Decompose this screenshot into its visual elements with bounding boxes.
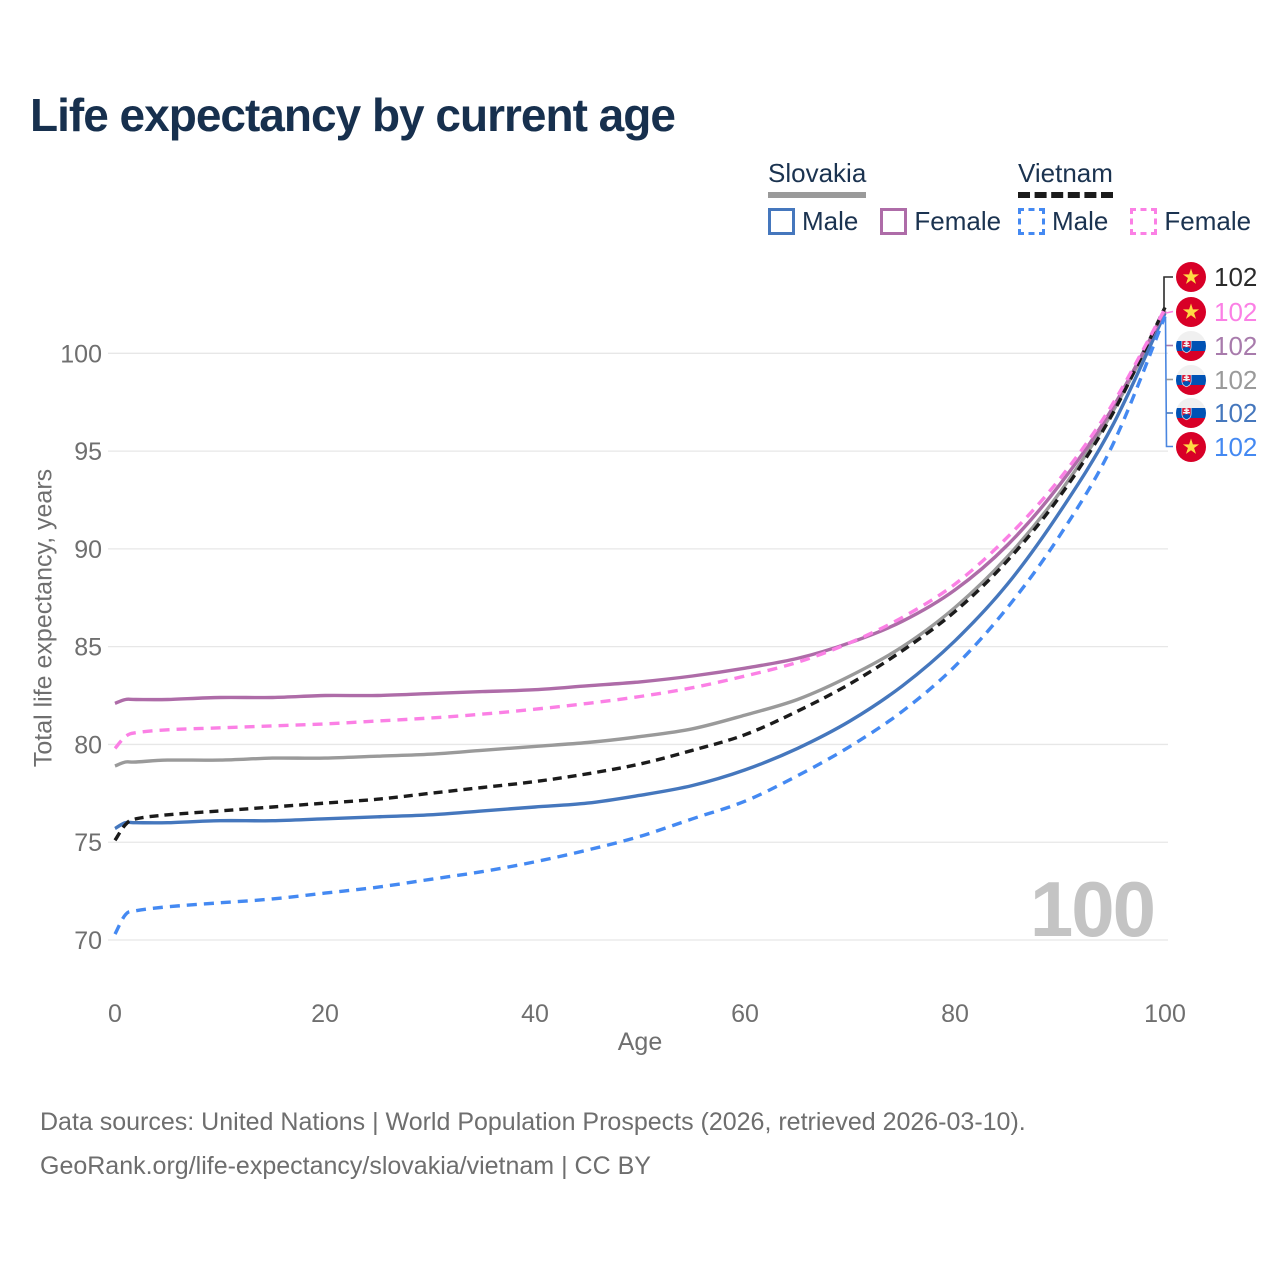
vietnam-flag-icon (1176, 296, 1206, 327)
vietnam-flag-icon (1176, 431, 1206, 462)
series-line-slovakia-female (114, 309, 1167, 705)
end-label-row-slovakia-female: 102 (1176, 330, 1258, 361)
legend-group-slovakia: Slovakia Male Female (768, 159, 1001, 237)
slovakia-flag-icon (1176, 364, 1206, 395)
x-tick-label: 20 (311, 1000, 339, 1028)
y-tick-label: 95 (74, 438, 102, 466)
page-title: Life expectancy by current age (30, 89, 676, 141)
end-label-row-vietnam-total: 102 (1176, 262, 1257, 292)
end-label-row-vietnam-female: 102 (1176, 296, 1258, 327)
x-tick-label: 40 (521, 1000, 549, 1028)
vietnam-flag-icon (1176, 262, 1206, 292)
legend-item-label: Female (914, 206, 1002, 237)
footer-attribution: GeoRank.org/life-expectancy/slovakia/vie… (40, 1152, 651, 1180)
legend-item-label: Male (1052, 206, 1109, 237)
series-line-vietnam-male (113, 315, 1167, 935)
slovakia-flag-icon (1176, 398, 1206, 428)
y-tick-label: 85 (74, 634, 102, 662)
legend-item-label: Male (802, 206, 859, 237)
y-tick-label: 75 (74, 829, 102, 857)
end-label-value: 102 (1214, 364, 1258, 395)
slovakia-female-swatch-icon (880, 208, 908, 236)
legend-item-slovakia-male[interactable]: Male (768, 206, 858, 237)
series-line-vietnam-total (113, 306, 1167, 842)
legend-group-vietnam: Vietnam Male Female (1018, 159, 1251, 237)
legend-header-vietnam: Vietnam (1018, 159, 1113, 199)
series-line-slovakia-total (114, 310, 1167, 768)
x-axis-title: Age (617, 1028, 663, 1056)
slovakia-flag-icon (1176, 330, 1206, 361)
x-tick-label: 0 (108, 1000, 122, 1028)
series-line-slovakia-male (114, 312, 1167, 831)
end-label-value: 102 (1214, 262, 1258, 292)
footer: Data sources: United Nations | World Pop… (40, 1108, 1026, 1196)
vietnam-male-swatch-icon (1018, 208, 1045, 236)
end-label-row-slovakia-total: 102 (1176, 364, 1258, 395)
end-label-row-slovakia-male: 102 (1176, 398, 1257, 428)
y-tick-label: 100 (60, 340, 102, 368)
y-axis-title: Total life expectancy, years (29, 468, 58, 768)
vietnam-female-swatch-icon (1130, 208, 1158, 236)
footer-data-sources: Data sources: United Nations | World Pop… (40, 1108, 1026, 1136)
legend-item-slovakia-female[interactable]: Female (880, 206, 1001, 237)
age-watermark: 100 (1029, 865, 1156, 953)
label-connector (1164, 316, 1173, 448)
label-connector (1165, 310, 1174, 314)
end-label-value: 102 (1214, 431, 1258, 462)
end-label-value: 102 (1214, 296, 1258, 327)
x-tick-label: 60 (731, 1000, 759, 1028)
y-tick-label: 90 (74, 536, 102, 564)
legend-item-label: Female (1164, 206, 1252, 237)
legend-item-vietnam-male[interactable]: Male (1018, 206, 1108, 237)
y-tick-label: 70 (74, 927, 102, 955)
end-label-value: 102 (1214, 330, 1258, 361)
end-label-row-vietnam-male: 102 (1176, 431, 1258, 462)
x-tick-label: 100 (1144, 1000, 1186, 1028)
legend-item-vietnam-female[interactable]: Female (1130, 206, 1251, 237)
slovakia-male-swatch-icon (768, 208, 795, 236)
label-connector (1163, 276, 1173, 310)
end-label-value: 102 (1214, 398, 1258, 428)
y-tick-label: 80 (74, 731, 102, 759)
series-line-vietnam-female (113, 307, 1167, 750)
legend-header-slovakia: Slovakia (768, 159, 867, 199)
x-tick-label: 80 (941, 1000, 969, 1028)
